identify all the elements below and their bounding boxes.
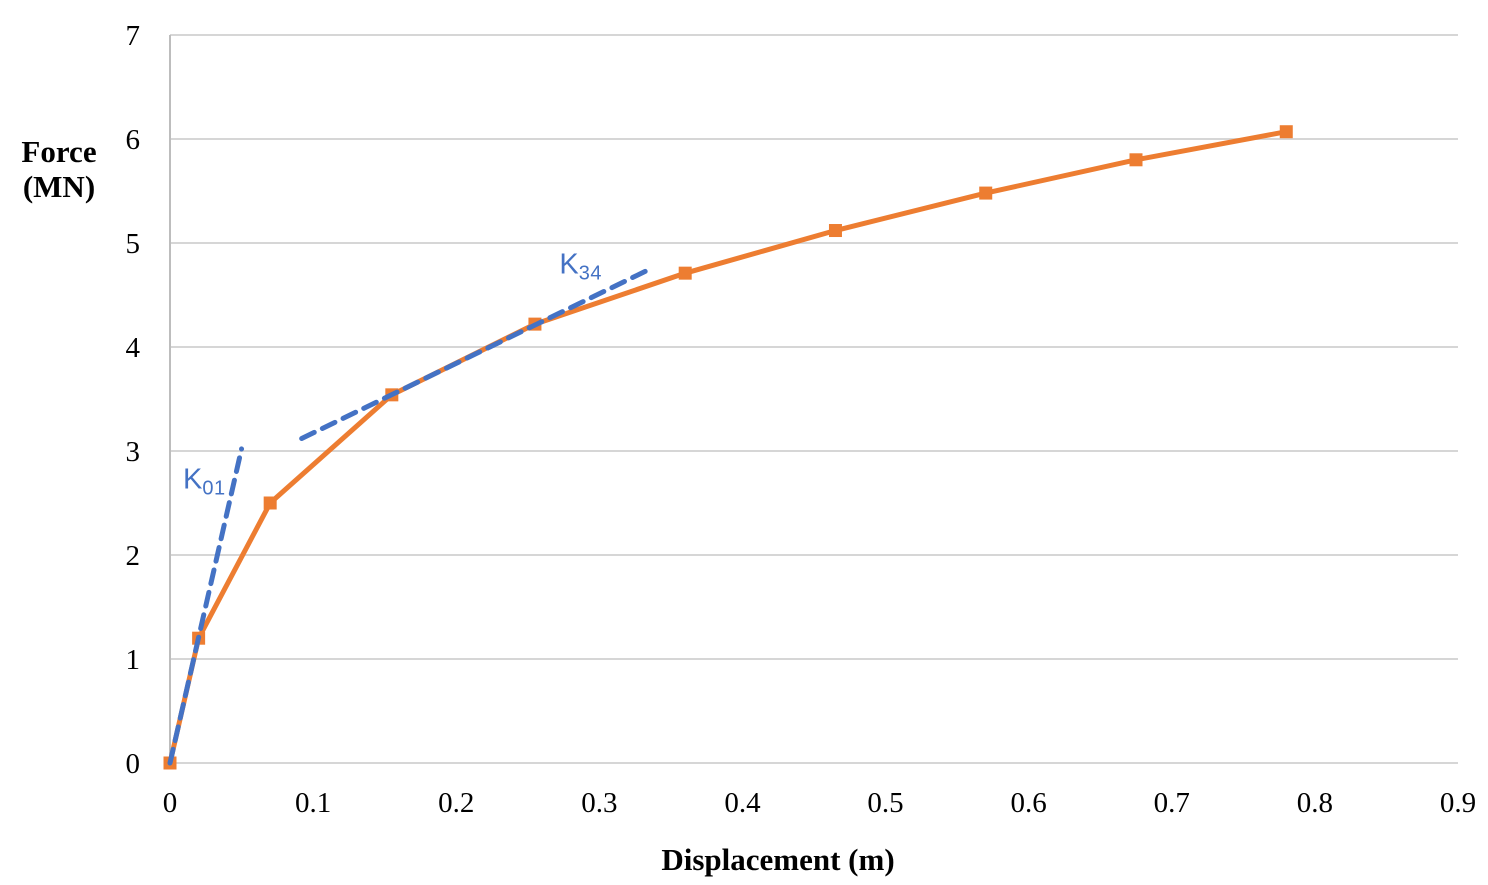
stiffness-label-k34-sub: 34 [578, 262, 603, 285]
y-axis-title: Force (MN) [4, 134, 114, 204]
x-axis-title: Displacement (m) [661, 842, 895, 877]
data-point-marker [979, 186, 993, 200]
stiffness-label-k01: K01 [183, 463, 226, 500]
x-tick-label: 0.7 [1154, 787, 1190, 819]
y-tick-label: 2 [126, 540, 141, 572]
y-tick-label: 3 [126, 436, 141, 468]
data-point-marker [678, 266, 692, 280]
x-tick-label: 0 [163, 787, 178, 819]
data-point-marker [1279, 125, 1293, 139]
data-point-marker [1129, 153, 1143, 167]
stiffness-label-k01-main: K [183, 463, 203, 496]
x-tick-label: 0.5 [867, 787, 903, 819]
stiffness-line-k34 [299, 265, 655, 442]
stiffness-label-k01-sub: 01 [202, 477, 226, 500]
y-axis-title-line1: Force [21, 134, 97, 169]
x-tick-label: 0.1 [295, 787, 331, 819]
x-tick-label: 0.4 [724, 787, 761, 819]
y-tick-label: 7 [126, 20, 141, 52]
data-point-marker [263, 496, 277, 510]
y-axis-title-line2: (MN) [22, 169, 96, 204]
y-tick-label: 4 [126, 332, 141, 364]
stiffness-label-k34-main: K [559, 248, 579, 281]
x-tick-label: 0.8 [1297, 787, 1333, 819]
x-tick-label: 0.3 [581, 787, 617, 819]
stiffness-line-k01 [167, 446, 245, 766]
data-point-marker [828, 224, 842, 238]
y-tick-label: 6 [126, 124, 141, 156]
x-tick-label: 0.6 [1011, 787, 1047, 819]
x-tick-label: 0.2 [438, 787, 474, 819]
y-tick-label: 1 [126, 644, 141, 676]
stiffness-label-k34: K34 [559, 248, 602, 285]
y-tick-label: 0 [126, 748, 141, 780]
y-tick-label: 5 [126, 228, 141, 260]
x-tick-label: 0.9 [1440, 787, 1476, 819]
series-line [167, 129, 1289, 766]
